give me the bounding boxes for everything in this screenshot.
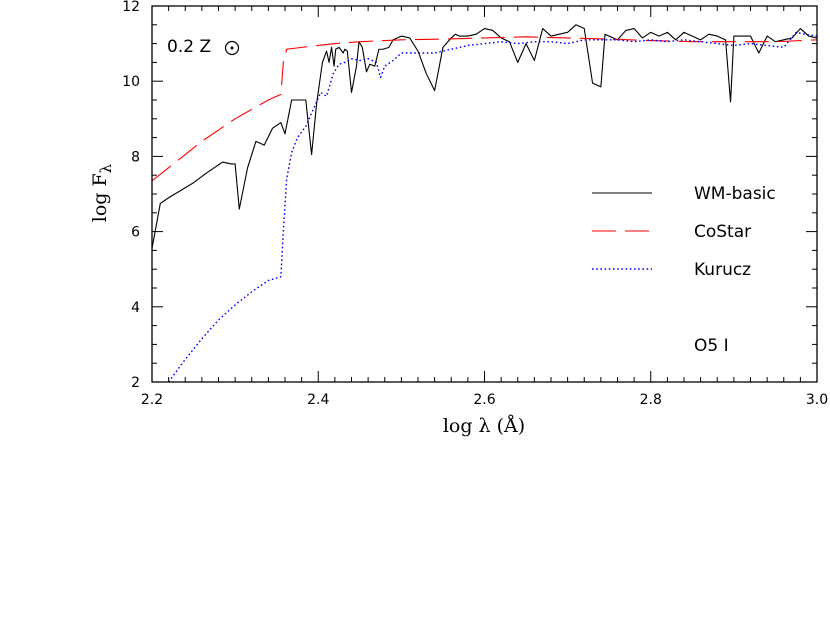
series-line-costar	[152, 36, 817, 182]
y-tick-label: 6	[131, 225, 140, 241]
legend: WM-basic CoStar Kurucz	[592, 184, 776, 280]
legend-label: CoStar	[694, 222, 751, 242]
sun-symbol-dot	[230, 46, 234, 50]
series-group	[152, 24, 817, 382]
axis-ticks	[151, 5, 818, 383]
x-tick-label: 2.4	[307, 392, 329, 408]
legend-label: Kurucz	[694, 260, 751, 280]
y-tick-label: 10	[122, 74, 140, 90]
sun-symbol-icon	[224, 40, 240, 56]
y-axis-label-sub: λ	[97, 163, 115, 173]
metallicity-label: 0.2 Z	[167, 37, 211, 57]
y-tick-label: 2	[131, 375, 140, 391]
axis-tick-labels: 2.2 2.4 2.6 2.8 3.0 2 4 6 8 10 12	[122, 0, 828, 408]
x-tick-label: 2.6	[473, 392, 495, 408]
x-axis-label: log λ (Å)	[443, 415, 525, 437]
legend-label: WM-basic	[694, 184, 776, 204]
star-type-annotation: O5 I	[694, 336, 729, 356]
series-line-wm-basic	[152, 24, 817, 249]
x-tick-label: 2.8	[640, 392, 662, 408]
y-axis-label-main: log F	[89, 173, 111, 222]
x-tick-label: 2.2	[141, 392, 163, 408]
x-tick-label: 3.0	[806, 392, 828, 408]
series-line-kurucz	[168, 31, 817, 382]
metallicity-annotation: 0.2 Z	[167, 37, 240, 57]
y-tick-label: 4	[131, 300, 140, 316]
y-axis-label: log Fλ	[89, 163, 115, 222]
y-tick-label: 8	[131, 149, 140, 165]
y-tick-label: 12	[122, 0, 140, 15]
